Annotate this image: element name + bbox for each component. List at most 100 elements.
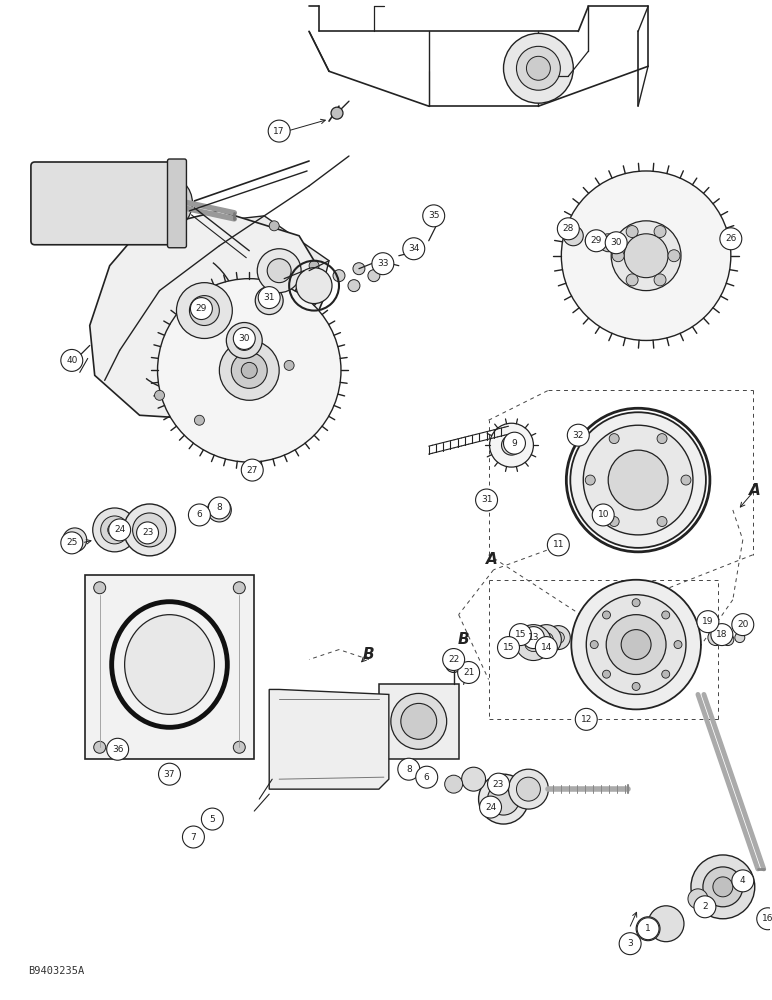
Circle shape: [585, 230, 608, 252]
Text: A: A: [486, 552, 497, 567]
Circle shape: [720, 228, 742, 250]
Polygon shape: [379, 684, 459, 759]
Text: 22: 22: [448, 655, 459, 664]
Circle shape: [632, 599, 640, 607]
Circle shape: [552, 632, 564, 644]
Circle shape: [124, 504, 175, 556]
Circle shape: [648, 906, 684, 942]
Circle shape: [86, 166, 103, 182]
Circle shape: [531, 625, 561, 655]
Text: 5: 5: [209, 815, 215, 824]
Circle shape: [735, 633, 745, 643]
Circle shape: [242, 362, 257, 378]
FancyBboxPatch shape: [168, 159, 187, 248]
Circle shape: [177, 283, 232, 338]
Circle shape: [609, 434, 619, 444]
Circle shape: [479, 774, 529, 824]
Circle shape: [732, 614, 753, 636]
Circle shape: [256, 287, 283, 315]
Circle shape: [527, 56, 550, 80]
Circle shape: [608, 450, 668, 510]
Text: 25: 25: [66, 538, 77, 547]
Circle shape: [571, 412, 706, 548]
Text: 28: 28: [563, 224, 574, 233]
Circle shape: [93, 582, 106, 594]
Circle shape: [488, 773, 510, 795]
Text: 10: 10: [598, 510, 609, 519]
Circle shape: [621, 630, 651, 660]
Circle shape: [445, 657, 462, 672]
Text: 26: 26: [725, 234, 736, 243]
Circle shape: [668, 250, 680, 262]
Circle shape: [191, 298, 212, 320]
Circle shape: [61, 349, 83, 371]
Circle shape: [488, 783, 520, 815]
Text: 29: 29: [196, 304, 207, 313]
Circle shape: [109, 519, 130, 541]
Circle shape: [547, 626, 571, 650]
Text: 23: 23: [142, 528, 154, 537]
Circle shape: [232, 352, 267, 388]
Circle shape: [416, 766, 438, 788]
Circle shape: [267, 259, 291, 283]
Circle shape: [688, 889, 708, 909]
Text: 13: 13: [528, 633, 539, 642]
Circle shape: [208, 498, 232, 522]
Text: 15: 15: [503, 643, 514, 652]
Text: 36: 36: [112, 745, 124, 754]
Circle shape: [575, 708, 598, 730]
Circle shape: [348, 280, 360, 292]
Circle shape: [697, 611, 719, 633]
Circle shape: [403, 238, 425, 260]
Text: 7: 7: [191, 833, 196, 842]
Circle shape: [309, 261, 319, 271]
Circle shape: [599, 234, 617, 252]
Polygon shape: [154, 216, 329, 420]
Circle shape: [605, 232, 627, 254]
Circle shape: [242, 459, 263, 481]
Circle shape: [189, 296, 219, 326]
Circle shape: [586, 595, 686, 694]
Text: 4: 4: [740, 876, 746, 885]
Text: 27: 27: [246, 466, 258, 475]
Circle shape: [502, 435, 521, 455]
Polygon shape: [269, 689, 389, 789]
Circle shape: [372, 253, 394, 275]
Circle shape: [100, 516, 129, 544]
Circle shape: [476, 489, 497, 511]
Circle shape: [503, 432, 526, 454]
Circle shape: [137, 175, 192, 231]
Circle shape: [63, 528, 86, 552]
Circle shape: [69, 534, 81, 546]
Circle shape: [107, 523, 122, 537]
Text: 12: 12: [581, 715, 592, 724]
Text: 17: 17: [273, 127, 285, 136]
Text: 24: 24: [114, 525, 125, 534]
Text: 37: 37: [164, 770, 175, 779]
Circle shape: [691, 855, 755, 919]
Text: 30: 30: [611, 238, 622, 247]
Circle shape: [713, 877, 733, 897]
Circle shape: [61, 532, 83, 554]
Circle shape: [657, 517, 667, 526]
Circle shape: [401, 703, 437, 739]
Circle shape: [523, 627, 544, 649]
Circle shape: [333, 270, 345, 282]
Circle shape: [107, 738, 129, 760]
Text: 9: 9: [512, 439, 517, 448]
Text: 3: 3: [628, 939, 633, 948]
Circle shape: [612, 250, 624, 262]
Circle shape: [233, 741, 245, 753]
Circle shape: [626, 226, 638, 238]
Text: 18: 18: [716, 630, 728, 639]
Circle shape: [611, 221, 681, 291]
Circle shape: [391, 693, 447, 749]
Text: 31: 31: [481, 495, 493, 504]
Circle shape: [606, 615, 666, 674]
Text: 33: 33: [377, 259, 388, 268]
Circle shape: [423, 205, 445, 227]
Text: 32: 32: [573, 431, 584, 440]
Text: 30: 30: [239, 334, 250, 343]
Circle shape: [147, 185, 182, 221]
Circle shape: [591, 641, 598, 649]
